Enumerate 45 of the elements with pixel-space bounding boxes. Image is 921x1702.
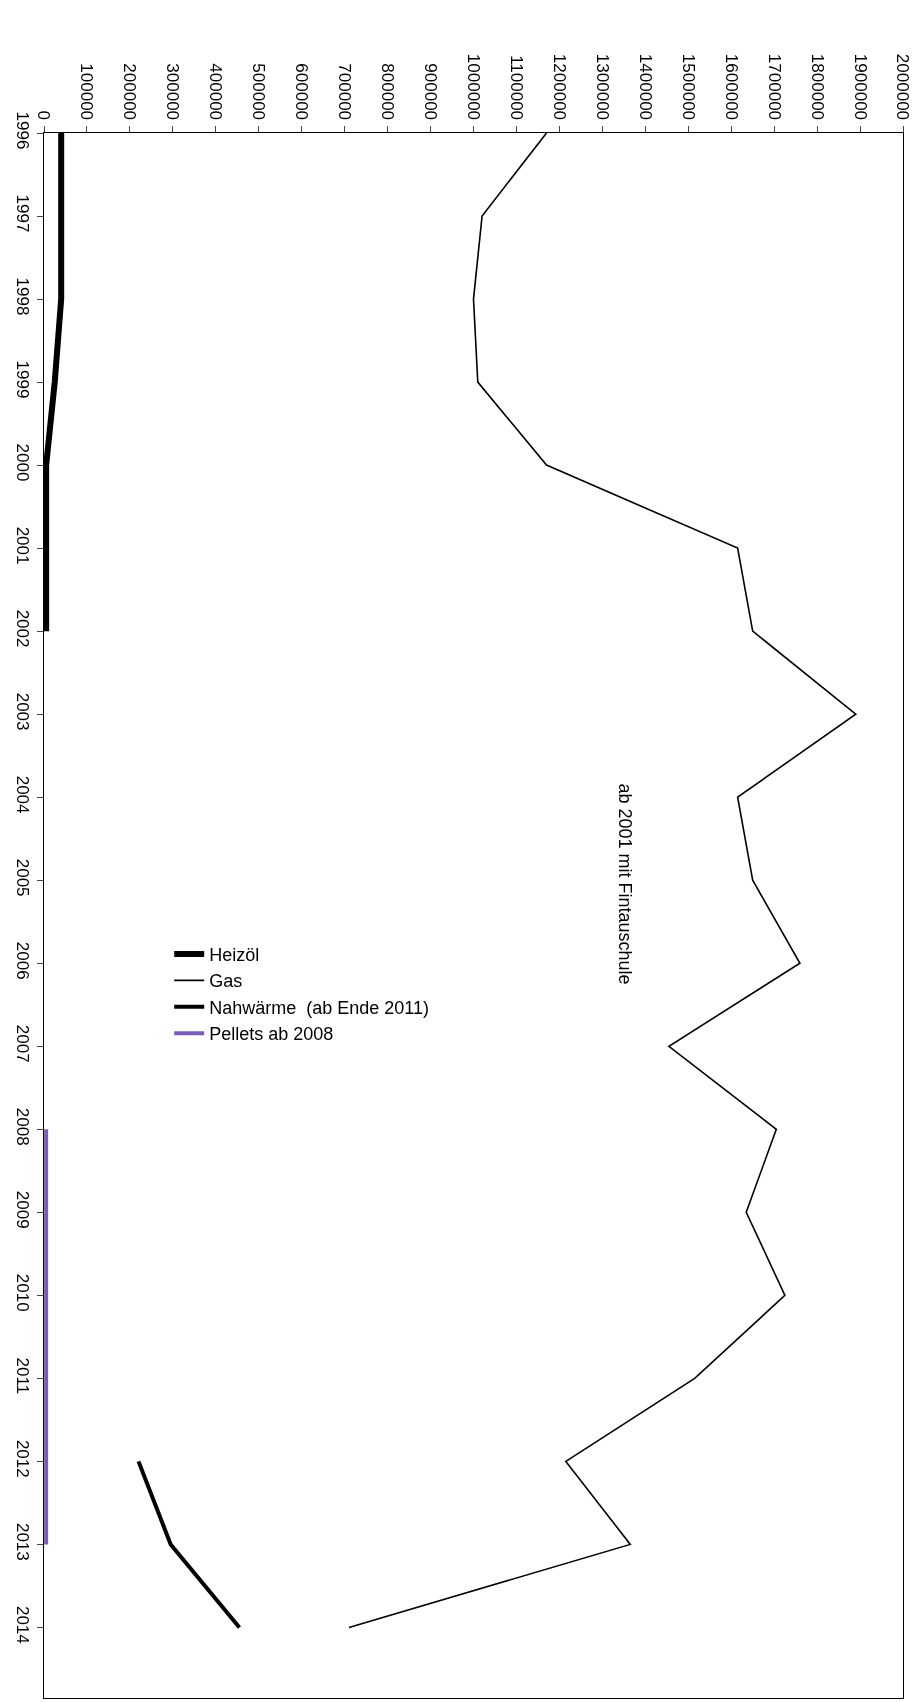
y-tick-label: 2004 [12,775,32,814]
x-tick-label: 1800000 [807,53,827,121]
y-tick-label: 2009 [12,1190,32,1229]
x-tick-label: 1500000 [678,53,698,121]
x-tick-label: 400000 [206,63,226,121]
x-tick-label: 1700000 [764,53,784,121]
legend-label: Pellets ab 2008 [209,1024,334,1045]
x-tick-label: 1400000 [635,53,655,121]
y-tick-label: 2012 [12,1439,32,1478]
x-tick-label: 300000 [163,63,183,121]
x-tick-label: 1600000 [721,53,741,121]
x-tick-label: 1900000 [850,53,870,121]
legend-label: Heizöl [209,944,260,965]
y-tick-label: 1996 [12,111,32,150]
x-tick-label: 500000 [249,63,269,121]
x-tick-label: 800000 [378,63,398,121]
y-tick-label: 2003 [12,692,32,731]
x-tick-label: 700000 [335,63,355,121]
y-tick-label: 2010 [12,1273,32,1312]
y-tick-label: 2001 [12,526,32,565]
x-tick-label: 200000 [120,63,140,121]
x-tick-label: 1300000 [592,53,612,121]
y-tick-label: 2008 [12,1107,32,1146]
x-tick-label: 1200000 [549,53,569,121]
y-tick-label: 1999 [12,360,32,399]
x-tick-label: 1100000 [506,55,526,121]
y-tick-label: 2005 [12,858,32,897]
x-tick-label: 600000 [292,63,312,121]
y-tick-label: 2007 [12,1024,32,1063]
y-tick-label: 2011 [12,1357,32,1395]
y-tick-label: 2000 [12,443,32,482]
y-tick-label: 2006 [12,941,32,980]
x-tick-label: 1000000 [463,53,483,121]
y-tick-label: 2013 [12,1522,32,1561]
annotation: ab 2001 mit Fintauschule [614,783,635,985]
x-tick-label: 100000 [77,63,97,121]
y-tick-label: 2014 [12,1605,32,1644]
x-tick-label: 900000 [421,63,441,121]
y-tick-label: 1998 [12,277,32,316]
y-tick-label: 2002 [12,609,32,648]
legend-label: Nahwärme (ab Ende 2011) [209,997,429,1018]
x-tick-label: 0 [34,110,54,121]
legend-label: Gas [209,971,243,992]
y-tick-label: 1997 [12,194,32,233]
x-tick-label: 2000000 [893,53,913,121]
